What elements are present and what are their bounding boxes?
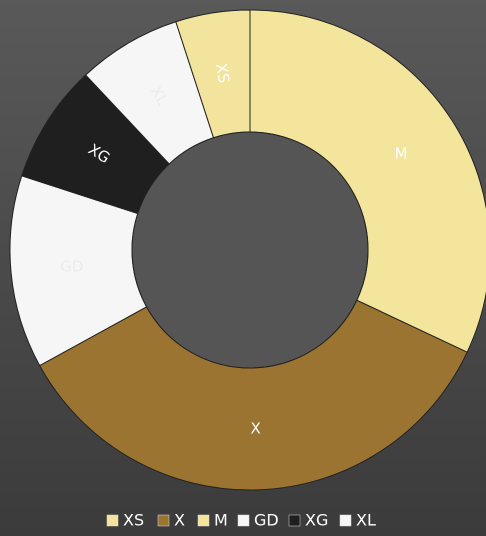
slice-label: X xyxy=(250,419,260,437)
legend-swatch xyxy=(237,514,250,527)
legend-label: GD xyxy=(254,511,279,530)
legend-label: XL xyxy=(356,511,376,530)
legend-label: M xyxy=(214,511,228,530)
legend-swatch xyxy=(106,514,119,527)
legend-label: X xyxy=(174,511,185,530)
legend-label: XS xyxy=(123,511,144,530)
slice-label: M xyxy=(395,145,408,163)
donut-hole xyxy=(131,131,369,369)
legend-swatch xyxy=(197,514,210,527)
slice-label: GD xyxy=(60,257,83,275)
slice-label: XS xyxy=(212,62,233,84)
legend-label: XG xyxy=(305,511,328,530)
legend-swatch xyxy=(288,514,301,527)
legend-swatch xyxy=(339,514,352,527)
legend-swatch xyxy=(157,514,170,527)
